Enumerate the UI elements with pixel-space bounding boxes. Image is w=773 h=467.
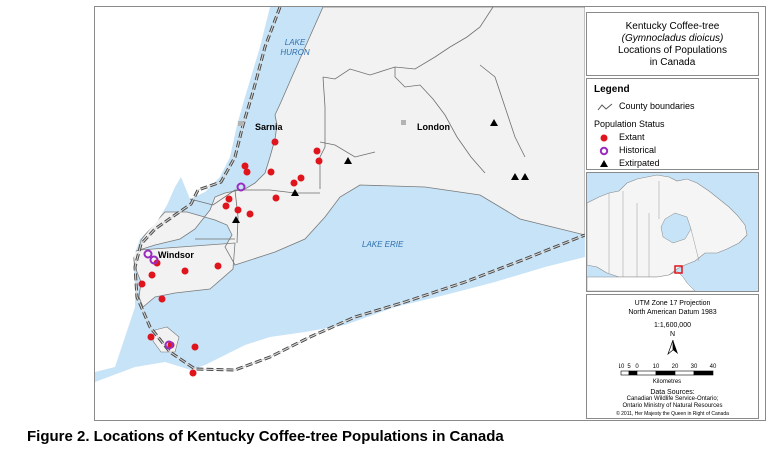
scale-unit-label: Kilometres (653, 379, 681, 385)
legend-population-status: Population Status (594, 119, 665, 131)
north-arrow-icon (667, 339, 678, 355)
extirpated-point (344, 157, 352, 164)
title-panel: Kentucky Coffee-tree (Gymnocladus dioicu… (586, 12, 759, 76)
sarnia-marker (238, 121, 243, 126)
legend-extant-label: Extant (619, 132, 645, 142)
extant-point (147, 333, 155, 341)
extirpated-point (291, 189, 299, 196)
legend-historical-label: Historical (619, 145, 657, 155)
legend-extirpated-label: Extirpated (619, 158, 660, 168)
inset-study-area-marker (674, 265, 683, 274)
extant-point (313, 147, 321, 155)
historical-point (164, 340, 174, 350)
extant-points (138, 138, 323, 377)
projection-text: UTM Zone 17 Projection (634, 300, 711, 307)
scale-tick-label: 30 (691, 364, 698, 370)
scale-tick-label: 40 (710, 364, 717, 370)
lake-erie-label: LAKE ERIE (362, 240, 404, 249)
extant-point (234, 206, 242, 214)
extant-point (158, 295, 166, 303)
map-title-line3: Locations of Populations (618, 45, 727, 56)
historical-point (236, 182, 246, 192)
extant-point (297, 174, 305, 182)
land-michigan (95, 7, 270, 372)
extant-point (191, 343, 199, 351)
extant-point (243, 168, 251, 176)
extant-point (272, 194, 280, 202)
historical-point (143, 249, 153, 259)
inset-usa-land (587, 270, 696, 291)
extant-icon (600, 134, 608, 142)
county-line-icon (597, 103, 613, 111)
extant-point (225, 195, 233, 203)
extirpated-point (511, 173, 519, 180)
lake-huron-label-2: HURON (280, 48, 310, 57)
scale-panel: UTM Zone 17 Projection North American Da… (586, 294, 759, 419)
source-line-2: Ontario Ministry of Natural Resources (622, 403, 723, 409)
scale-tick-label: 10 (619, 364, 625, 370)
land-ohio (95, 257, 585, 420)
international-border (133, 7, 585, 372)
county-boundaries (189, 7, 526, 244)
extirpated-point (490, 119, 498, 126)
historical-points (143, 182, 246, 350)
scale-ratio: 1:1,600,000 (654, 322, 691, 329)
historical-point (149, 255, 159, 265)
extant-point (222, 202, 230, 210)
extant-point (271, 138, 279, 146)
map-title-line1: Kentucky Coffee-tree (625, 21, 720, 32)
sarnia-label: Sarnia (255, 122, 284, 132)
scale-tick-label: 20 (672, 364, 679, 370)
extant-point (246, 210, 254, 218)
london-marker (401, 120, 406, 125)
copyright-text: © 2011, Her Majesty the Queen in Right o… (616, 411, 729, 417)
inset-province-lines (608, 181, 700, 277)
legend-county-label: County boundaries (619, 101, 695, 111)
windsor-label: Windsor (158, 250, 194, 260)
inset-map-panel (586, 172, 759, 292)
map-frame: LAKE HURON LAKE ERIE Sarnia London Winds… (94, 6, 766, 421)
main-map: LAKE HURON LAKE ERIE Sarnia London Winds… (95, 7, 585, 420)
map-title-line4: in Canada (649, 57, 696, 68)
north-label: N (669, 331, 676, 338)
extant-point (189, 369, 197, 377)
canada-inset-map (587, 173, 758, 291)
extirpated-point (521, 173, 529, 180)
legend-heading: Legend (594, 84, 630, 95)
extant-point (267, 168, 275, 176)
sources-heading: Data Sources: (650, 389, 695, 396)
extirpated-points (232, 119, 529, 223)
scale-tick-label: 5 (627, 364, 631, 370)
lake-huron-label-1: LAKE (285, 38, 306, 47)
extant-point (148, 271, 156, 279)
scale-bar: 10 5 0 10 20 30 40 Kilometres (619, 364, 717, 385)
extant-point (181, 267, 189, 275)
scale-tick-label: 0 (635, 364, 639, 370)
datum-text: North American Datum 1983 (628, 309, 717, 316)
london-label: London (417, 122, 450, 132)
inset-hudson-bay (660, 212, 692, 244)
map-title-line2: (Gymnocladus dioicus) (621, 33, 724, 44)
historical-icon (599, 146, 609, 156)
extant-point (315, 157, 323, 165)
legend-status-label: Population Status (594, 119, 665, 129)
legend-panel: Legend County boundaries Population Stat… (586, 78, 759, 170)
extirpated-point (232, 216, 240, 223)
figure-caption: Figure 2. Locations of Kentucky Coffee-t… (27, 428, 504, 445)
land-ontario (132, 7, 585, 308)
extant-point (290, 179, 298, 187)
extirpated-icon (600, 160, 608, 167)
extant-point (241, 162, 249, 170)
extant-point (138, 280, 146, 288)
scale-tick-label: 10 (653, 364, 660, 370)
source-line-1: Canadian Wildlife Service-Ontario; (626, 396, 719, 402)
extant-point (214, 262, 222, 270)
